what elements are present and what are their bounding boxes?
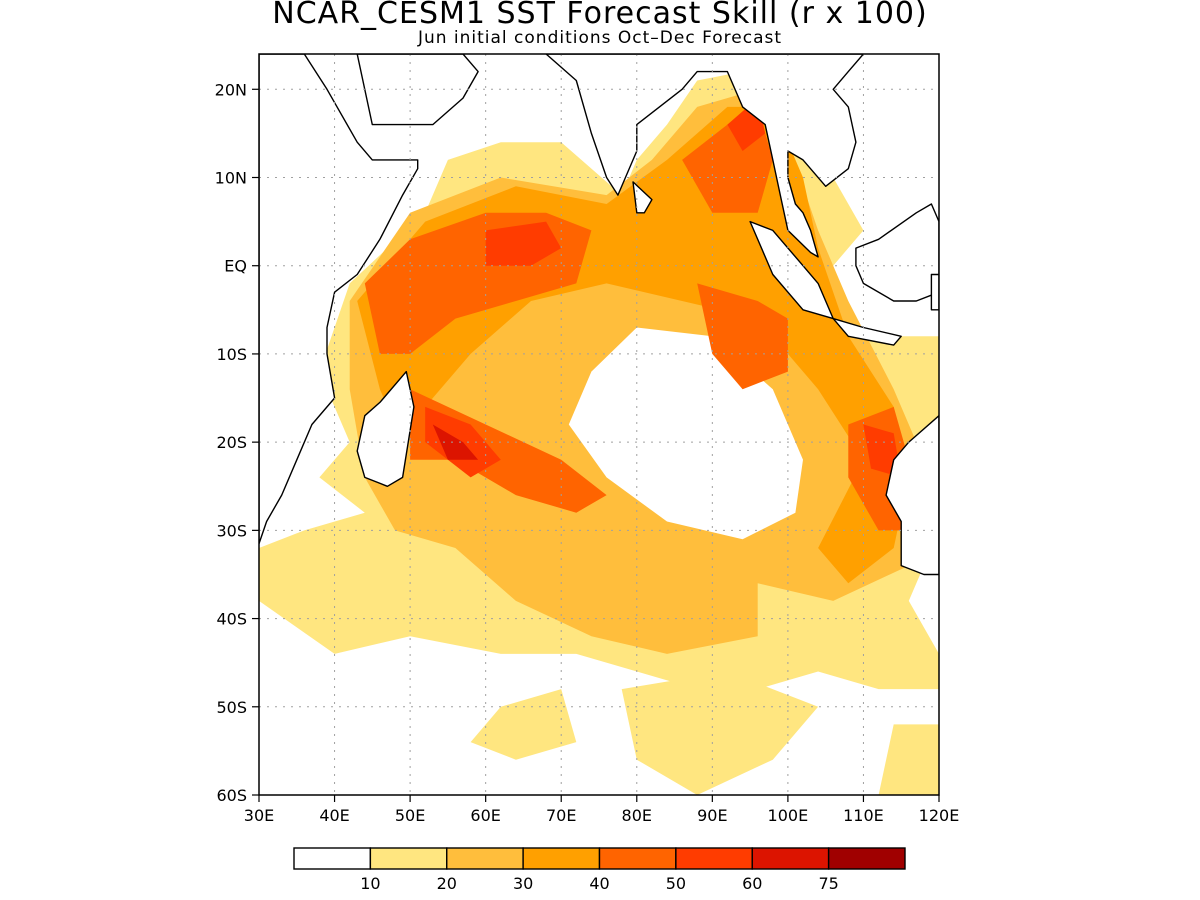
skill-region: [470, 689, 577, 760]
lon-tick-label: 40E: [319, 806, 349, 825]
plot-frame: [258, 53, 940, 796]
colorbar-label: 60: [742, 874, 762, 893]
colorbar-swatch: [751, 847, 830, 870]
colorbar-label: 30: [513, 874, 533, 893]
colorbar-swatch: [369, 847, 448, 870]
coastline: [356, 54, 479, 126]
coastline: [832, 317, 902, 346]
lon-tick-label: 100E: [768, 806, 809, 825]
coastline: [855, 203, 939, 302]
colorbar-swatch: [446, 847, 524, 870]
lon-tick-label: 80E: [622, 806, 652, 825]
skill-region: [432, 424, 479, 460]
colorbar-swatch: [598, 847, 677, 870]
lon-tick-label: 60E: [470, 806, 500, 825]
lon-tick-label: 120E: [919, 806, 960, 825]
coastline: [930, 273, 939, 311]
colorbar-label: 50: [666, 874, 686, 893]
lat-tick-label: 50S: [216, 698, 247, 717]
lon-tick-label: 70E: [546, 806, 576, 825]
skill-region: [878, 724, 939, 795]
skill-region: [863, 424, 902, 478]
skill-contour-layer: [259, 71, 939, 795]
lat-tick-label: 10S: [216, 345, 247, 364]
colorbar-label: 20: [437, 874, 457, 893]
lon-tick-label: 30E: [244, 806, 274, 825]
map-subtitle: Jun initial conditions Oct–Dec Forecast: [417, 28, 783, 48]
lat-tick-label: 40S: [216, 610, 247, 629]
lon-tick-label: 90E: [697, 806, 727, 825]
colorbar-label: 40: [589, 874, 609, 893]
coastline: [749, 220, 834, 320]
lon-tick-label: 110E: [843, 806, 884, 825]
coastline: [632, 181, 653, 214]
colorbar-label: 10: [360, 874, 380, 893]
land-mask-layer: [259, 54, 939, 576]
skill-region: [289, 565, 426, 619]
colorbar-label: 75: [818, 874, 838, 893]
lat-tick-label: 20N: [215, 80, 247, 99]
lat-tick-label: 30S: [216, 521, 247, 540]
gridlines: [259, 54, 939, 795]
map-title: NCAR_CESM1 SST Forecast Skill (r x 100): [272, 0, 928, 31]
skill-region: [410, 389, 607, 513]
lat-tick-label: 60S: [216, 786, 247, 805]
colorbar: 10 20 30 40 50 60 75: [293, 847, 906, 893]
lat-tick-label: 20S: [216, 433, 247, 452]
coastline: [545, 54, 865, 258]
lat-tick-label: 10N: [215, 169, 247, 188]
coastline: [885, 415, 939, 576]
skill-region: [485, 221, 562, 266]
colorbar-swatch: [522, 847, 601, 870]
lat-tick-label: EQ: [224, 257, 247, 276]
colorbar-swatch: [293, 847, 372, 870]
colorbar-swatch: [827, 847, 906, 870]
lon-tick-label: 50E: [395, 806, 425, 825]
coastline: [259, 54, 419, 545]
skill-region: [697, 283, 788, 390]
colorbar-swatch: [675, 847, 753, 870]
skill-region: [621, 671, 819, 795]
